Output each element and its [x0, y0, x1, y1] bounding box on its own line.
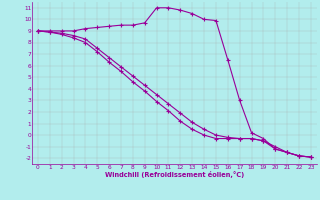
- X-axis label: Windchill (Refroidissement éolien,°C): Windchill (Refroidissement éolien,°C): [105, 171, 244, 178]
